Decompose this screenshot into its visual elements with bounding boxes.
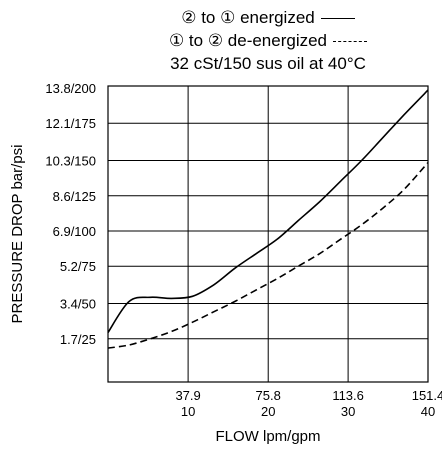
x-tick-label-gpm: 30: [341, 404, 355, 419]
y-tick-label: 5.2/75: [60, 259, 96, 274]
y-axis-title: PRESSURE DROP bar/psi: [9, 145, 26, 324]
x-tick-label-lpm: 151.4: [412, 388, 442, 403]
legend-entry-de-energized: ① to ② de-energized: [108, 31, 428, 51]
y-tick-label: 13.8/200: [45, 81, 96, 96]
x-tick-label-lpm: 75.8: [256, 388, 281, 403]
x-tick-labels: 37.910 75.820 113.630 151.440: [175, 388, 442, 419]
y-tick-label: 12.1/175: [45, 116, 96, 131]
chart-subtitle: 32 cSt/150 sus oil at 40°C: [170, 54, 366, 73]
series-line-energized: [107, 89, 429, 334]
legend-entry-energized: ② to ① energized: [108, 8, 428, 28]
x-tick-label-gpm: 10: [181, 404, 195, 419]
legend-swatch-solid: [320, 18, 355, 20]
y-tick-labels: 1.7/25 3.4/50 5.2/75 6.9/100 8.6/125 10.3/150…: [45, 81, 96, 347]
y-tick-label: 10.3/150: [45, 154, 96, 169]
x-tick-label-gpm: 20: [261, 404, 275, 419]
grid-lines: [108, 86, 428, 382]
x-tick-label-lpm: 37.9: [175, 388, 200, 403]
y-tick-label: 3.4/50: [60, 297, 96, 312]
x-tick-label-lpm: 113.6: [332, 388, 364, 403]
series-lines: [107, 89, 429, 349]
x-axis-title: FLOW lpm/gpm: [215, 428, 320, 445]
legend-label-de-energized: ① to ② de-energized: [168, 31, 328, 50]
legend-label-energized: ② to ① energized: [181, 8, 315, 27]
y-tick-label: 8.6/125: [53, 189, 96, 204]
series-line-de-energized: [107, 162, 429, 349]
plot-frame: [107, 85, 429, 383]
legend-swatch-dashed: [333, 41, 368, 43]
y-tick-label: 1.7/25: [60, 332, 96, 347]
y-tick-label: 6.9/100: [53, 224, 96, 239]
x-tick-label-gpm: 40: [421, 404, 435, 419]
